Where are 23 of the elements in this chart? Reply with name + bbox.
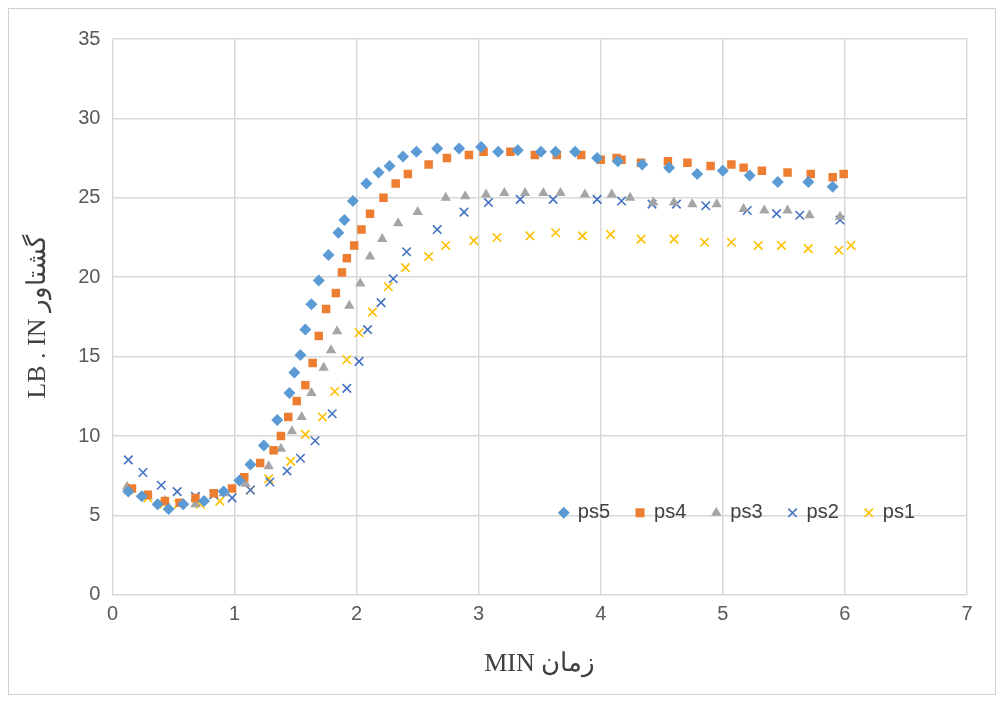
y-tick-label: 35 (78, 26, 101, 49)
y-tick-label: 20 (78, 264, 101, 287)
x-tick-label: 0 (106, 602, 119, 625)
y-axis-title: LB . IN گشتاور (21, 234, 53, 399)
x-tick-label: 7 (961, 602, 973, 625)
y-tick-label: 5 (89, 502, 101, 525)
y-tick-label: 30 (78, 105, 101, 128)
x-tick-label: 6 (839, 602, 851, 625)
legend-label: ps3 (730, 500, 763, 523)
legend-label: ps5 (577, 500, 611, 523)
x-tick-label: 1 (228, 602, 241, 625)
y-tick-label: 0 (89, 582, 101, 605)
y-tick-label: 10 (78, 423, 101, 446)
x-tick-label: 2 (351, 602, 363, 625)
x-tick-label: 4 (595, 602, 607, 625)
x-tick-label: 3 (473, 602, 485, 625)
legend-label: ps2 (806, 500, 839, 523)
y-tick-label: 25 (78, 185, 101, 208)
legend-label: ps1 (882, 500, 915, 523)
x-axis-title: MIN زمان (484, 648, 596, 679)
legend-label: ps4 (654, 500, 687, 523)
y-tick-label: 15 (78, 344, 101, 367)
x-tick-label: 5 (717, 602, 729, 625)
